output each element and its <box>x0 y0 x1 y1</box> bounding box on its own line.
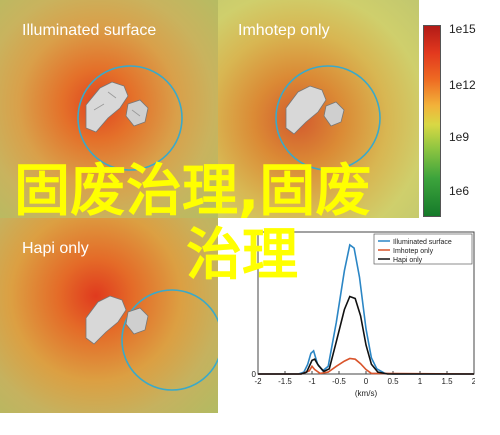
x-tick-label: 1.5 <box>441 377 453 386</box>
chart-svg: -2-1.5-1-0.500.511.520(km/s)T_a (K)Illum… <box>199 231 477 398</box>
x-axis-label: (km/s) <box>355 389 378 398</box>
spectrum-chart: -2-1.5-1-0.500.511.520(km/s)T_a (K)Illum… <box>199 228 477 408</box>
series-line <box>258 295 474 375</box>
comet-illustration <box>275 65 381 171</box>
series-line <box>258 243 474 375</box>
illuminated-surface-title: Illuminated surface <box>22 22 157 39</box>
imhotep-only-title: Imhotep only <box>238 22 330 39</box>
legend-entry: Imhotep only <box>393 248 434 255</box>
hapi-only-panel: Hapi only <box>0 218 218 413</box>
hapi-only-title: Hapi only <box>22 240 89 257</box>
legend-box <box>373 233 473 265</box>
imhotep-only-panel: Imhotep only <box>218 0 419 218</box>
comet-illustration <box>77 65 183 171</box>
x-tick-label: 2 <box>472 377 475 386</box>
colorbar <box>423 25 441 217</box>
x-tick-label: 1 <box>418 377 423 386</box>
colorbar-label-1e6: 1e6 <box>449 184 470 198</box>
x-tick-label: -0.5 <box>332 377 346 386</box>
y-tick-label: 0 <box>252 370 257 379</box>
legend-entry: Hapi only <box>393 257 423 264</box>
legend-entry: Illuminated surface <box>393 239 452 246</box>
x-tick-label: -1.5 <box>278 377 292 386</box>
x-tick-label: 0 <box>364 377 369 386</box>
colorbar-label-1e12: 1e12 <box>449 78 476 92</box>
colorbar-label-1e15: 1e15 <box>449 22 476 36</box>
x-tick-label: -2 <box>254 377 262 386</box>
x-tick-label: 0.5 <box>387 377 399 386</box>
illuminated-surface-panel: Illuminated surface <box>0 0 218 218</box>
x-tick-label: -1 <box>308 377 316 386</box>
comet-illustration <box>85 289 218 391</box>
series-line <box>258 357 475 375</box>
colorbar-label-1e9: 1e9 <box>449 130 470 144</box>
